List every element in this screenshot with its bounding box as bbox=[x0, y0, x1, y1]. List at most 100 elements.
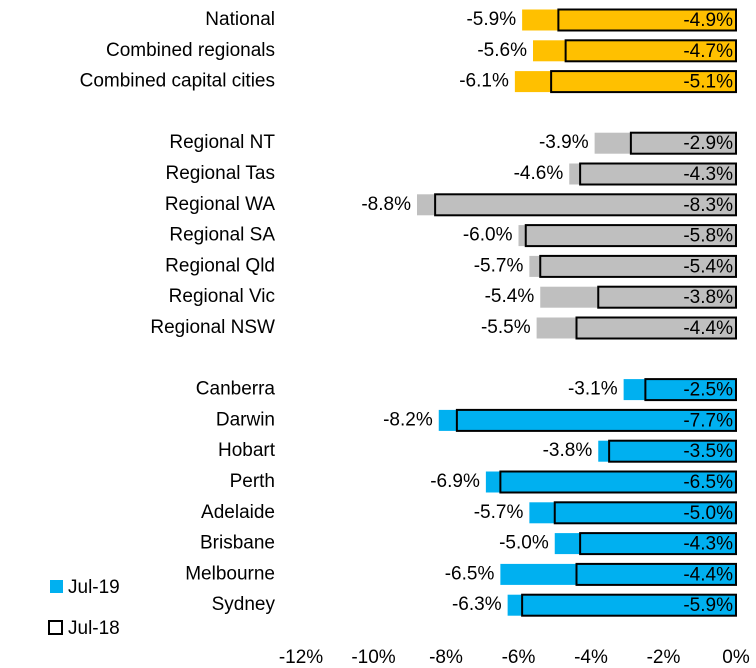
data-label: -6.1% bbox=[459, 71, 509, 92]
category-label: Melbourne bbox=[185, 563, 275, 584]
bar bbox=[536, 317, 736, 339]
data-label: -6.5% bbox=[445, 563, 495, 584]
category-label: Regional Vic bbox=[169, 286, 275, 307]
data-label: -5.4% bbox=[683, 256, 733, 277]
data-label: -6.0% bbox=[463, 225, 513, 246]
data-label: -5.4% bbox=[485, 286, 535, 307]
data-label: -3.9% bbox=[539, 132, 589, 153]
data-label: -4.7% bbox=[683, 41, 733, 62]
data-label: -4.3% bbox=[683, 534, 733, 555]
x-tick-label: -8% bbox=[429, 647, 463, 668]
x-tick-label: -2% bbox=[647, 647, 681, 668]
bar bbox=[598, 440, 736, 462]
legend-label: Jul-19 bbox=[68, 577, 120, 598]
bar bbox=[485, 471, 736, 493]
data-label: -5.7% bbox=[474, 502, 524, 523]
legend-swatch bbox=[48, 620, 63, 635]
data-label: -6.3% bbox=[452, 594, 502, 615]
bar-outline bbox=[579, 162, 737, 186]
x-tick-label: 0% bbox=[722, 647, 750, 668]
bar-outline bbox=[553, 501, 737, 525]
data-label: -5.7% bbox=[474, 255, 524, 276]
data-label: -5.1% bbox=[683, 72, 733, 93]
data-label: -4.4% bbox=[683, 564, 733, 585]
data-label: -4.9% bbox=[683, 10, 733, 31]
bar bbox=[514, 71, 736, 93]
bar bbox=[569, 163, 736, 185]
bar bbox=[533, 40, 736, 62]
category-label: Hobart bbox=[218, 440, 276, 461]
data-label: -4.4% bbox=[683, 318, 733, 339]
data-label: -2.9% bbox=[683, 133, 733, 154]
category-label: Regional NT bbox=[169, 132, 275, 153]
bar-outline bbox=[521, 593, 737, 617]
bar bbox=[417, 194, 736, 216]
category-label: Regional NSW bbox=[150, 317, 275, 338]
bar-outline bbox=[564, 39, 737, 63]
category-label: Combined regionals bbox=[106, 40, 275, 61]
data-label: -4.6% bbox=[514, 163, 564, 184]
bar-outline bbox=[644, 378, 737, 402]
data-label: -7.7% bbox=[683, 410, 733, 431]
data-label: -5.9% bbox=[683, 595, 733, 616]
category-label: National bbox=[205, 9, 275, 30]
bar bbox=[438, 409, 736, 431]
bar bbox=[500, 563, 736, 585]
bar-outline bbox=[597, 285, 737, 309]
category-label: Perth bbox=[230, 471, 275, 492]
bar bbox=[554, 533, 736, 555]
category-label: Sydney bbox=[212, 594, 276, 615]
data-label: -2.5% bbox=[683, 380, 733, 401]
data-label: -3.5% bbox=[683, 441, 733, 462]
bar-outline bbox=[629, 131, 737, 155]
category-label: Adelaide bbox=[201, 502, 275, 523]
category-label: Regional WA bbox=[165, 194, 276, 215]
data-label: -3.1% bbox=[568, 379, 618, 400]
legend-swatch bbox=[50, 580, 63, 593]
data-label: -6.5% bbox=[683, 472, 733, 493]
category-label: Regional Tas bbox=[165, 163, 275, 184]
data-label: -5.5% bbox=[481, 317, 531, 338]
bar-outline bbox=[575, 316, 737, 340]
bar-outline bbox=[539, 254, 737, 278]
category-label: Canberra bbox=[196, 379, 276, 400]
bar bbox=[518, 225, 736, 247]
data-label: -5.6% bbox=[477, 40, 527, 61]
data-label: -5.0% bbox=[683, 503, 733, 524]
bar bbox=[522, 9, 736, 31]
category-label: Combined capital cities bbox=[80, 71, 275, 92]
bar-outline bbox=[499, 470, 737, 494]
bar-outline bbox=[608, 439, 737, 463]
data-label: -4.3% bbox=[683, 164, 733, 185]
data-label: -8.8% bbox=[361, 194, 411, 215]
data-label: -5.0% bbox=[499, 533, 549, 554]
category-label: Darwin bbox=[216, 409, 275, 430]
data-label: -5.8% bbox=[683, 226, 733, 247]
category-label: Regional Qld bbox=[165, 255, 275, 276]
bar bbox=[623, 379, 736, 401]
data-label: -8.3% bbox=[683, 195, 733, 216]
x-tick-label: -4% bbox=[574, 647, 608, 668]
x-tick-label: -10% bbox=[351, 647, 395, 668]
bar bbox=[529, 255, 736, 277]
data-label: -3.8% bbox=[543, 440, 593, 461]
x-tick-label: -12% bbox=[279, 647, 323, 668]
bar-outline bbox=[575, 562, 737, 586]
bar-outline bbox=[524, 224, 737, 248]
category-label: Regional SA bbox=[169, 225, 275, 246]
legend-label: Jul-18 bbox=[68, 618, 120, 639]
bar bbox=[529, 502, 736, 524]
bar-outline bbox=[434, 193, 737, 217]
data-label: -5.9% bbox=[466, 9, 516, 30]
bar-outline bbox=[557, 8, 737, 32]
category-label: Brisbane bbox=[200, 533, 275, 554]
bar bbox=[507, 594, 736, 616]
bar-outline bbox=[455, 408, 737, 432]
bar-outline bbox=[579, 532, 737, 556]
x-tick-label: -6% bbox=[502, 647, 536, 668]
data-label: -8.2% bbox=[383, 409, 433, 430]
data-label: -3.8% bbox=[683, 287, 733, 308]
bar bbox=[540, 286, 736, 308]
bar-outline bbox=[550, 70, 737, 94]
